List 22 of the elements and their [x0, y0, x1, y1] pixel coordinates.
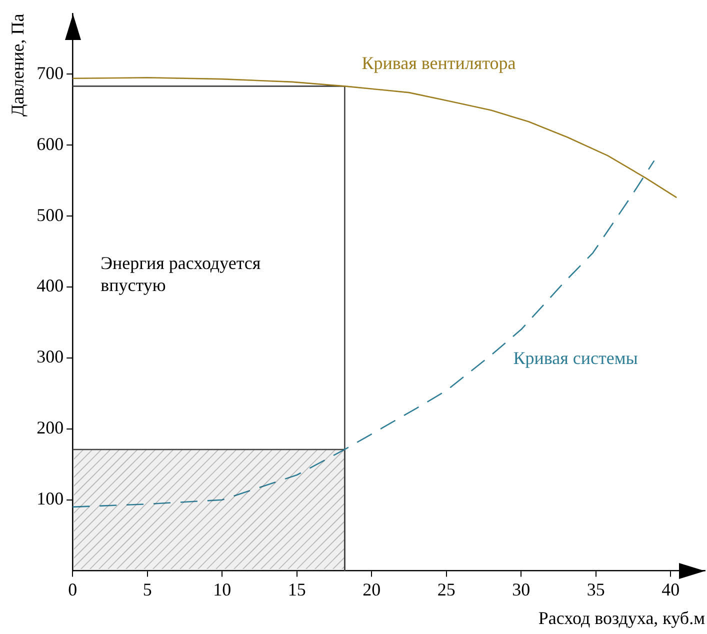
y-tick-label: 500 [36, 204, 64, 225]
y-tick-label: 600 [36, 134, 64, 154]
y-tick-label: 300 [36, 346, 64, 367]
x-tick-label: 0 [68, 579, 78, 600]
y-axis-title: Давление, Па [8, 14, 28, 117]
series-label: Кривая вентилятора [362, 52, 516, 73]
series-label: Кривая системы [513, 348, 638, 368]
annotation: Энергия расходуется впустую [100, 253, 261, 296]
x-tick-label: 10 [213, 579, 232, 600]
x-axis-title: Расход воздуха, куб.м [538, 608, 705, 628]
y-tick-label: 700 [36, 62, 64, 83]
y-tick-label: 400 [36, 276, 64, 296]
x-tick-label: 15 [288, 579, 306, 600]
x-tick-label: 5 [142, 579, 152, 600]
x-tick-label: 25 [437, 579, 456, 600]
x-tick-label: 20 [362, 579, 381, 600]
y-tick-label: 100 [36, 488, 64, 509]
x-tick-label: 40 [662, 579, 680, 600]
y-tick-label: 200 [36, 418, 64, 438]
x-tick-label: 30 [512, 579, 530, 600]
x-tick-label: 35 [586, 579, 605, 600]
line-series [72, 160, 655, 508]
